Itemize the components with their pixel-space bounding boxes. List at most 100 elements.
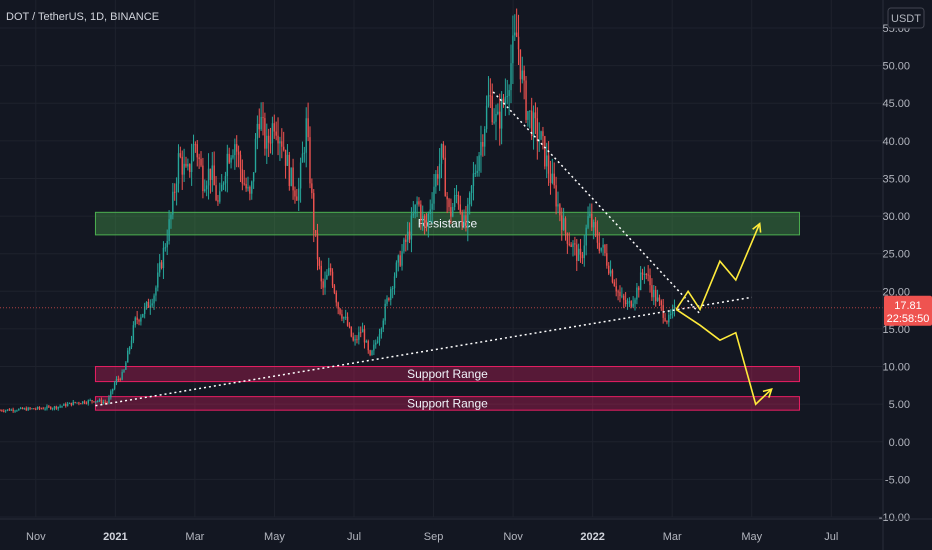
y-tick-label: 15.00 [882, 324, 910, 336]
candle-body [177, 153, 180, 184]
candle-body [388, 298, 390, 301]
candle-body [634, 299, 636, 304]
candle-body [142, 313, 144, 318]
candle-body [95, 401, 97, 403]
candle-body [365, 341, 368, 343]
candle-body [500, 98, 503, 129]
candle-body [435, 174, 437, 187]
chart-title: DOT / TetherUS, 1D, BINANCE [6, 11, 159, 23]
candle-body [110, 391, 112, 398]
candle-body [333, 285, 336, 293]
candle-body [530, 110, 533, 136]
y-tick-label: 40.00 [882, 136, 910, 148]
price-axis[interactable]: 55.0050.0045.0040.0035.0030.0025.0020.00… [879, 0, 910, 550]
candle-body [371, 350, 373, 356]
candle-body [162, 247, 165, 269]
x-tick-label: Jul [824, 531, 838, 543]
candle-body [512, 35, 514, 64]
candle-body [529, 110, 531, 112]
candle-body [215, 185, 217, 201]
zone-label: Support Range [407, 396, 488, 410]
candle-body [361, 329, 364, 333]
candle-body [196, 144, 198, 158]
candle-body [527, 111, 529, 120]
y-tick-label: 20.00 [882, 286, 910, 298]
candle-body [378, 334, 381, 342]
candle-body [174, 191, 176, 193]
candle-body [81, 401, 84, 404]
currency-badge[interactable]: USDT [887, 7, 925, 29]
candle-body [237, 151, 240, 155]
candle-body [316, 233, 319, 260]
candle-body [48, 406, 50, 408]
candle-body [140, 317, 142, 322]
candle-body [459, 204, 461, 213]
candle-body [170, 214, 172, 220]
candle-body [85, 403, 88, 405]
candle-body [286, 154, 289, 166]
candle-body [179, 153, 182, 157]
candle-body [561, 215, 563, 230]
candle-body [256, 123, 259, 139]
candle-body [269, 142, 272, 144]
candle-body [271, 123, 274, 143]
candle-body [453, 195, 456, 207]
candle-body [175, 183, 178, 193]
candle-body [562, 218, 565, 230]
candle-body [281, 141, 283, 147]
currency-label: USDT [891, 13, 921, 25]
candle-body [202, 165, 204, 192]
candle-body [654, 289, 657, 302]
candle-body [555, 185, 557, 207]
zone-support-range [94, 366, 800, 383]
candle-body [401, 251, 403, 266]
candle-body [282, 146, 285, 150]
candle-body [574, 243, 576, 245]
candle-body [314, 230, 317, 234]
candle-body [40, 408, 43, 410]
candle-body [532, 112, 535, 136]
trendline [95, 296, 752, 407]
candle-body [258, 123, 260, 130]
candle-body [185, 163, 187, 167]
candle-body [74, 401, 76, 403]
candle-body [34, 408, 37, 410]
candle-body [604, 244, 606, 254]
candle-body [50, 406, 52, 410]
candle-body [207, 168, 210, 186]
x-tick-label: Mar [663, 531, 682, 543]
candle-body [671, 308, 674, 315]
candle-body [12, 409, 14, 412]
candle-body [324, 279, 326, 288]
candle-body [666, 321, 668, 323]
candle-body [369, 350, 371, 356]
candle-body [313, 193, 315, 231]
candle-body [44, 408, 46, 410]
candle-body [350, 326, 353, 337]
candle-body [10, 409, 12, 411]
candle-body [391, 288, 394, 290]
candle-body [478, 155, 480, 171]
projection-down-arrow [675, 308, 773, 406]
candle-body [339, 308, 341, 315]
candle-body [416, 201, 418, 205]
candle-body [305, 118, 307, 153]
candle-body [264, 118, 266, 149]
candle-body [183, 163, 185, 175]
candle-body [3, 410, 5, 412]
candle-body [408, 231, 411, 240]
time-axis[interactable]: Nov 2021 Mar May Jul Sep Nov 2022 Mar May Jul [0, 518, 932, 543]
candle-body [382, 320, 384, 329]
zone-label: Support Range [407, 367, 488, 381]
candle-body [100, 399, 103, 403]
candle-body [329, 267, 332, 272]
x-tick-label: May [264, 531, 285, 543]
candle-body [476, 170, 478, 173]
candle-body [59, 406, 61, 408]
candle-body [422, 215, 424, 222]
candle-body [624, 299, 627, 305]
candle-body [576, 244, 578, 261]
candle-body [519, 49, 522, 80]
